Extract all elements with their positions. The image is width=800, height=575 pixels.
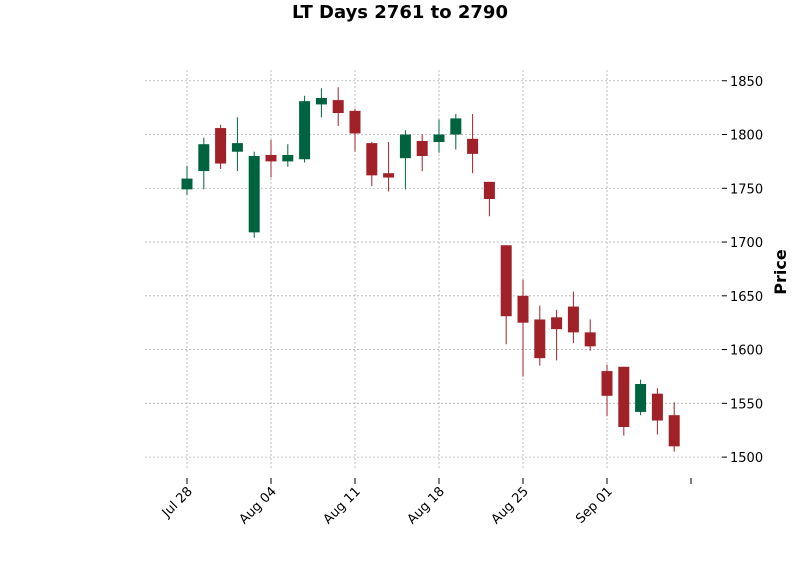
candle — [551, 309, 563, 361]
candle — [416, 134, 428, 172]
candle-body-down — [601, 371, 613, 396]
candle — [483, 181, 495, 217]
candle-body-up — [450, 118, 462, 135]
candle-body-down — [567, 306, 579, 333]
candle-body-up — [433, 134, 445, 143]
candle — [282, 144, 294, 167]
candle-body-down — [215, 128, 227, 164]
candle-body-down — [332, 100, 344, 114]
y-tick-label: 1850 — [730, 75, 763, 90]
candle-body-up — [315, 97, 327, 105]
y-tick-label: 1500 — [730, 451, 763, 466]
candle-body-up — [181, 178, 193, 190]
candle — [248, 151, 260, 238]
x-tick-label: Jul 28 — [159, 484, 196, 521]
candle-body-up — [299, 101, 311, 160]
candle — [315, 88, 327, 118]
candle-body-up — [198, 144, 210, 172]
candle-body-down — [416, 140, 428, 157]
x-tick-label: Aug 18 — [405, 484, 448, 527]
candle — [584, 319, 596, 351]
candle-body-up — [635, 383, 647, 412]
x-tick-label: Aug 25 — [489, 484, 532, 527]
candle — [601, 364, 613, 417]
candle — [534, 305, 546, 366]
candle-body-down — [534, 319, 546, 359]
candle — [215, 124, 227, 169]
candle-body-up — [282, 154, 294, 162]
candle-body-up — [231, 143, 243, 152]
candle — [231, 117, 243, 172]
y-tick-label: 1600 — [730, 344, 763, 359]
candle-body-down — [467, 138, 479, 154]
x-tick-label: Aug 04 — [237, 484, 280, 527]
y-tick-label: 1700 — [730, 236, 763, 251]
y-tick-label: 1550 — [730, 397, 763, 412]
candle — [668, 402, 680, 452]
candle-body-down — [483, 181, 495, 200]
axis-layer: 1500 1550 1600 1650 1700 1750 1800 1850 Jul 28 Au… — [159, 75, 763, 528]
candle — [433, 119, 445, 153]
candle — [450, 114, 462, 150]
candle — [399, 130, 411, 190]
candle-body-up — [399, 134, 411, 159]
candle — [181, 165, 193, 195]
candle-layer — [181, 87, 680, 452]
candle-body-down — [584, 332, 596, 347]
y-tick-label: 1750 — [730, 182, 763, 197]
candle — [500, 245, 512, 345]
candle — [517, 279, 529, 377]
candle — [567, 291, 579, 344]
candle — [618, 366, 630, 436]
candle — [299, 95, 311, 163]
candle — [651, 388, 663, 435]
candle-body-down — [265, 154, 277, 162]
x-tick-label: Sep 01 — [573, 484, 616, 527]
candle-body-down — [618, 366, 630, 427]
candle-body-down — [517, 295, 529, 323]
candle-body-down — [500, 245, 512, 317]
grid-layer — [145, 70, 722, 470]
candle-body-down — [668, 415, 680, 447]
candle — [467, 114, 479, 174]
candle-body-down — [551, 317, 563, 330]
x-tick-label: Aug 11 — [321, 484, 364, 527]
candle-body-up — [248, 156, 260, 233]
candle — [383, 142, 395, 192]
candle — [198, 137, 210, 190]
candle — [265, 139, 277, 178]
candle — [366, 142, 378, 187]
candle-body-down — [366, 143, 378, 176]
y-axis-label: Price — [771, 249, 790, 295]
candle-body-down — [651, 393, 663, 421]
candle — [635, 379, 647, 416]
candle-body-down — [349, 110, 361, 134]
chart-title: LT Days 2761 to 2790 — [292, 2, 508, 23]
y-tick-label: 1650 — [730, 290, 763, 305]
candle — [332, 87, 344, 126]
candle-body-down — [383, 173, 395, 178]
candle — [349, 108, 361, 152]
y-tick-label: 1800 — [730, 129, 763, 144]
